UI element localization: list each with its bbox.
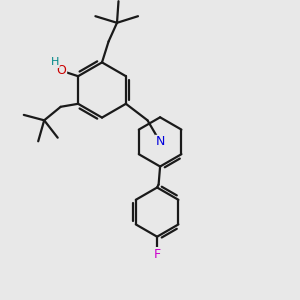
Text: N: N bbox=[155, 135, 165, 148]
Text: F: F bbox=[154, 248, 161, 261]
Text: H: H bbox=[51, 57, 59, 68]
Text: O: O bbox=[57, 64, 67, 77]
